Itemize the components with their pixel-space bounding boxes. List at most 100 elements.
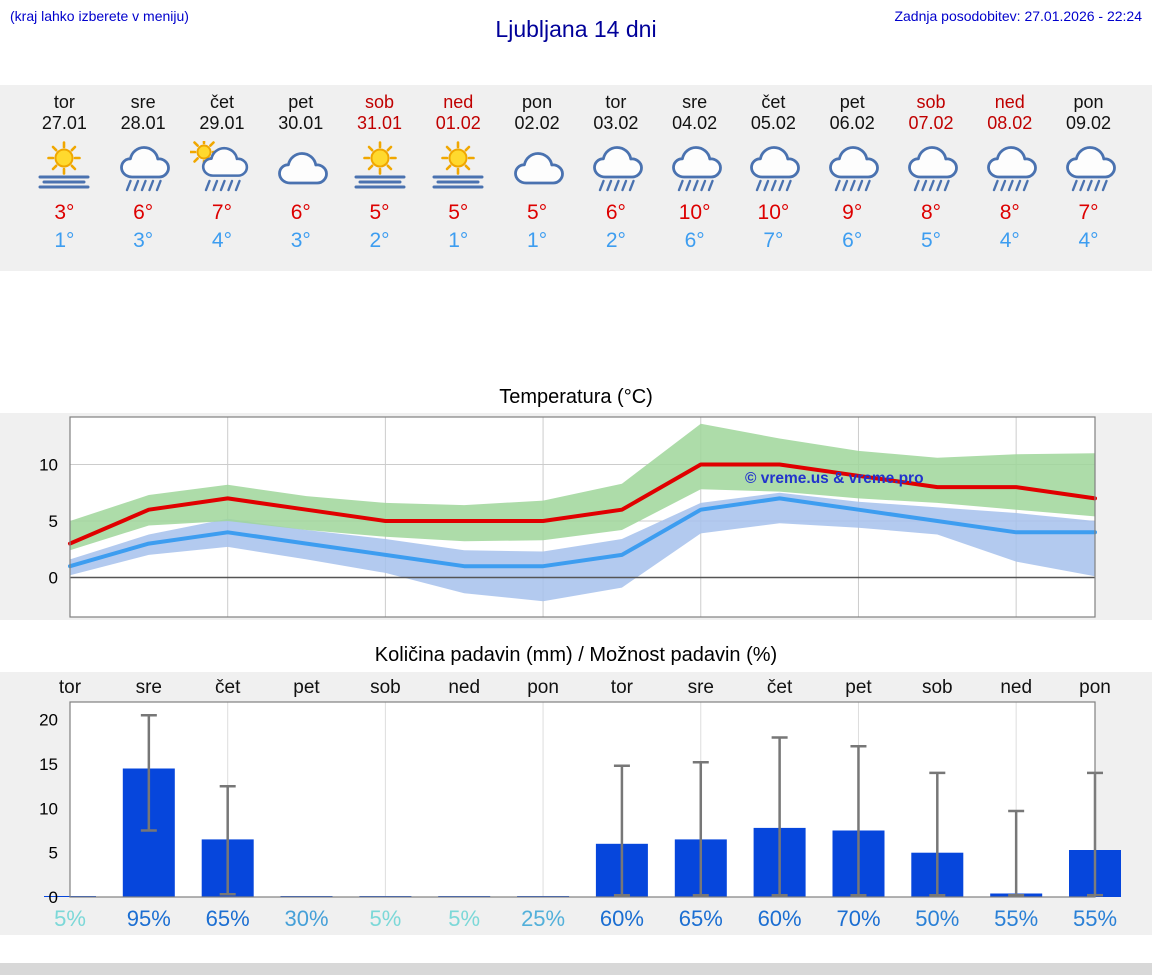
precip-day-label: tor (611, 677, 634, 698)
rain-icon-svg (986, 146, 1037, 192)
day-low-temp: 1° (527, 229, 548, 252)
rain-icon (111, 141, 175, 193)
min-temp-line (68, 496, 1097, 569)
precipitation-chart-title: Količina padavin (mm) / Možnost padavin … (374, 644, 778, 666)
day-column-01.02: ned 01.02 5° 1° (419, 92, 498, 271)
cloud-icon-svg (277, 152, 328, 185)
precip-prob-label: 70% (836, 906, 880, 931)
rain-icon (584, 141, 648, 193)
max-temp-line (68, 462, 1097, 546)
precip-day-label: ned (448, 677, 480, 698)
rain-icon (663, 141, 727, 193)
precip-prob-label: 30% (284, 906, 328, 931)
day-low-temp: 6° (684, 229, 705, 252)
rain-icon-svg (750, 146, 801, 192)
day-column-04.02: sre 04.02 10° 6° (655, 92, 734, 271)
precip-y-tick-label: 10 (39, 799, 58, 818)
day-column-07.02: sob 07.02 8° 5° (892, 92, 971, 271)
precip-day-label: pon (527, 677, 559, 698)
day-high-temp: 6° (133, 201, 154, 224)
bottom-bar (0, 963, 1152, 975)
precipitation-chart-svg: tor sre čet pet sob ned pon tor sre čet pet sob ned p… (39, 677, 1121, 931)
precip-prob-label: 50% (915, 906, 959, 931)
sun-fog-icon-svg (432, 141, 484, 189)
day-date: 04.02 (672, 113, 718, 133)
precip-day-label: pon (1079, 677, 1111, 698)
min-temp-band (70, 492, 1095, 602)
rain-icon (820, 141, 884, 193)
temp-y-tick-label: 5 (49, 512, 58, 531)
precip-prob-label: 60% (600, 906, 644, 931)
day-high-temp: 6° (290, 201, 311, 224)
sun-fog-icon-svg (38, 141, 90, 189)
day-name: čet (761, 92, 786, 112)
precip-y-tick-label: 5 (49, 844, 58, 863)
day-low-temp: 4° (999, 229, 1020, 252)
day-date: 02.02 (514, 113, 560, 133)
precip-prob-label: 25% (521, 906, 565, 931)
day-name: ned (994, 92, 1025, 112)
day-date: 06.02 (829, 113, 875, 133)
day-date: 29.01 (199, 113, 245, 133)
precip-prob-label: 65% (679, 906, 723, 931)
rain-icon (741, 141, 805, 193)
day-name: sob (916, 92, 946, 112)
day-high-temp: 8° (920, 201, 942, 224)
location-hint: (kraj lahko izberete v meniju) (10, 8, 189, 24)
precip-day-label: pet (845, 677, 872, 698)
day-column-28.01: sre 28.01 6° 3° (104, 92, 183, 271)
temp-y-tick-label: 0 (49, 568, 58, 587)
precip-day-label: čet (767, 677, 793, 698)
cloud-icon-svg (514, 152, 564, 185)
day-name: sre (130, 92, 156, 112)
day-column-27.01: tor 27.01 3° 1° (25, 92, 104, 271)
last-updated: Zadnja posodobitev: 27.01.2026 - 22:24 (894, 8, 1142, 24)
precip-prob-label: 5% (370, 906, 402, 931)
precip-prob-label: 55% (994, 906, 1038, 931)
day-date: 01.02 (435, 113, 481, 133)
sun-fog-icon (32, 141, 96, 193)
day-name: pon (522, 92, 553, 112)
day-name: sre (682, 92, 708, 112)
sun-rain-icon (189, 137, 254, 193)
day-column-31.01: sob 31.01 5° 2° (340, 92, 419, 271)
precip-prob-label: 65% (206, 906, 250, 931)
day-low-temp: 1° (448, 229, 469, 252)
day-low-temp: 6° (842, 229, 863, 252)
day-column-30.01: pet 30.01 6° 3° (261, 92, 340, 271)
precip-day-label: sre (688, 677, 714, 698)
day-high-temp: 6° (605, 201, 626, 224)
rain-icon-svg (908, 146, 958, 192)
rain-icon-svg (592, 146, 643, 192)
precipitation-chart: tor sre čet pet sob ned pon tor sre čet pet sob ned p… (0, 672, 1152, 935)
rain-icon-svg (829, 146, 880, 192)
day-name: ned (443, 92, 474, 112)
day-high-temp: 10° (757, 201, 790, 224)
precip-day-label: čet (215, 677, 241, 698)
sun-fog-icon-svg (354, 141, 406, 189)
day-date: 30.01 (278, 113, 324, 133)
day-name: pon (1073, 92, 1104, 112)
max-temp-band (70, 423, 1095, 551)
day-column-03.02: tor 03.02 6° 2° (576, 92, 655, 271)
day-high-temp: 5° (369, 201, 390, 224)
day-high-temp: 5° (527, 201, 548, 224)
day-name: pet (288, 92, 314, 112)
precip-y-tick-label: 20 (39, 711, 58, 730)
sun-rain-icon-svg (189, 137, 249, 192)
forecast-strip: tor 27.01 3° 1° sre 28.01 6° 3° čet 29.01 7° 4° pe… (0, 85, 1152, 271)
rain-icon (978, 141, 1042, 193)
day-low-temp: 1° (54, 229, 75, 252)
day-date: 27.01 (41, 113, 87, 133)
day-column-02.02: pon 02.02 5° 1° (498, 92, 577, 271)
precip-prob-label: 60% (758, 906, 802, 931)
precip-day-label: sre (136, 677, 162, 698)
day-low-temp: 2° (369, 229, 390, 252)
day-low-temp: 4° (1078, 229, 1099, 252)
day-name: pet (839, 92, 865, 112)
precip-y-tick-label: 0 (49, 888, 58, 907)
day-date: 07.02 (908, 113, 954, 133)
day-low-temp: 3° (133, 229, 154, 252)
day-name: sob (365, 92, 395, 112)
precip-y-tick-label: 15 (39, 755, 58, 774)
